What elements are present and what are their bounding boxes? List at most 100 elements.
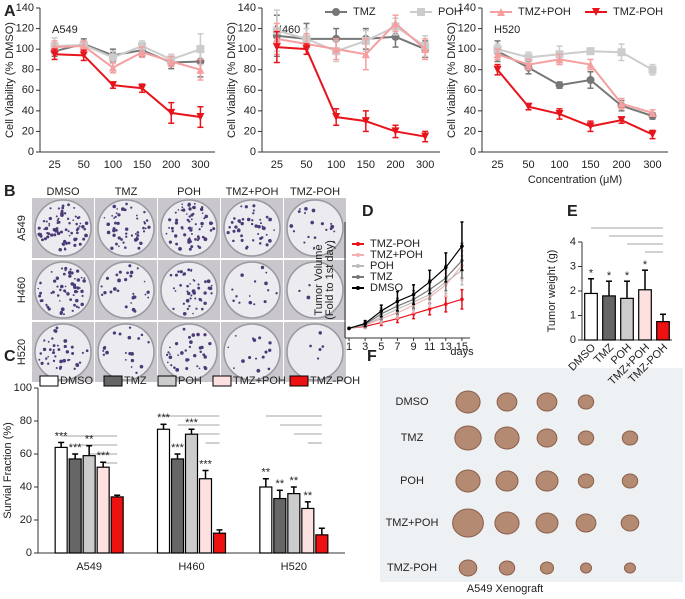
significance-label: *** <box>171 442 185 454</box>
colony <box>80 276 83 279</box>
colony <box>56 344 59 347</box>
colony <box>76 286 80 290</box>
colony <box>181 206 184 209</box>
colony <box>116 208 119 210</box>
x-tick-label: 50 <box>78 159 90 171</box>
marker <box>332 45 341 54</box>
panel-label: B <box>4 183 16 200</box>
y-tick-label: 0 <box>570 334 576 346</box>
legend-label: TMZ+POH <box>370 249 423 261</box>
colony <box>55 215 58 218</box>
colony <box>67 241 71 245</box>
colony <box>115 212 118 215</box>
series-line <box>348 269 463 329</box>
legend-label: TMZ-POH <box>370 238 420 250</box>
colony <box>171 229 174 233</box>
colony <box>177 209 180 211</box>
colony <box>64 248 67 251</box>
colony <box>70 231 74 235</box>
colony <box>206 279 211 284</box>
legend-swatch <box>103 375 123 387</box>
x-tick-label: 15 <box>456 341 468 353</box>
colony <box>175 368 180 372</box>
colony <box>198 367 201 370</box>
colony <box>273 229 275 231</box>
colony <box>333 230 336 233</box>
colony <box>188 345 192 349</box>
colony <box>179 283 182 287</box>
colony <box>67 230 70 233</box>
significance-label: ** <box>85 434 94 446</box>
colony <box>190 218 193 221</box>
colony <box>253 303 256 306</box>
colony <box>168 355 173 360</box>
colony <box>310 220 314 225</box>
colony <box>83 238 86 241</box>
colony <box>47 362 50 365</box>
x-tick-label: 150 <box>357 159 375 171</box>
colony <box>118 332 122 336</box>
bar <box>54 446 68 554</box>
colony <box>54 355 57 358</box>
colony <box>169 273 173 277</box>
y-tick-label: 80 <box>464 64 476 76</box>
colony <box>127 335 132 340</box>
tumor <box>536 392 558 412</box>
x-tick-label: 50 <box>300 159 312 171</box>
colony <box>203 291 207 295</box>
y-tick-label: 20 <box>20 514 32 526</box>
colony <box>57 348 61 351</box>
colony <box>198 228 201 231</box>
marker <box>79 51 88 60</box>
colony <box>72 294 75 297</box>
plate <box>286 261 344 319</box>
tumor <box>580 562 592 574</box>
colony <box>45 220 48 223</box>
colony <box>174 342 179 346</box>
colony <box>70 271 74 275</box>
y-tick-label: 140 <box>16 2 34 14</box>
marker <box>460 297 464 302</box>
colony <box>174 273 178 277</box>
colony <box>39 281 42 285</box>
marker <box>421 45 430 54</box>
colony <box>292 230 296 233</box>
legend-label: DMSO <box>370 282 403 294</box>
panel-label: A <box>4 3 16 20</box>
colony <box>165 232 168 235</box>
colony <box>252 209 255 212</box>
colony <box>120 238 123 241</box>
colony <box>182 273 185 276</box>
bar <box>259 486 273 554</box>
caption: A549 Xenograft <box>467 583 543 595</box>
legend-marker <box>356 275 360 279</box>
colony <box>39 299 43 303</box>
colony <box>167 351 170 354</box>
x-tick-label: 300 <box>416 159 434 171</box>
colony <box>115 228 118 232</box>
colony <box>261 225 264 228</box>
colony <box>68 234 71 237</box>
series-line <box>497 53 653 114</box>
colony <box>130 234 134 237</box>
colony <box>262 226 266 231</box>
marker <box>108 53 117 62</box>
x-axis-label: Concentration (μM) <box>528 174 622 186</box>
colony <box>56 294 60 297</box>
significance-label: ** <box>304 490 313 502</box>
colony <box>258 242 262 245</box>
colony <box>71 352 75 355</box>
colony <box>174 290 177 292</box>
marker <box>617 116 626 125</box>
colony <box>240 238 244 242</box>
bar <box>638 289 652 341</box>
colony <box>43 348 46 351</box>
plate <box>160 323 218 381</box>
marker <box>524 60 533 69</box>
colony <box>267 367 271 371</box>
x-tick-label: 25 <box>48 159 60 171</box>
marker <box>138 42 147 51</box>
colony <box>177 354 180 357</box>
tumor <box>620 514 640 532</box>
